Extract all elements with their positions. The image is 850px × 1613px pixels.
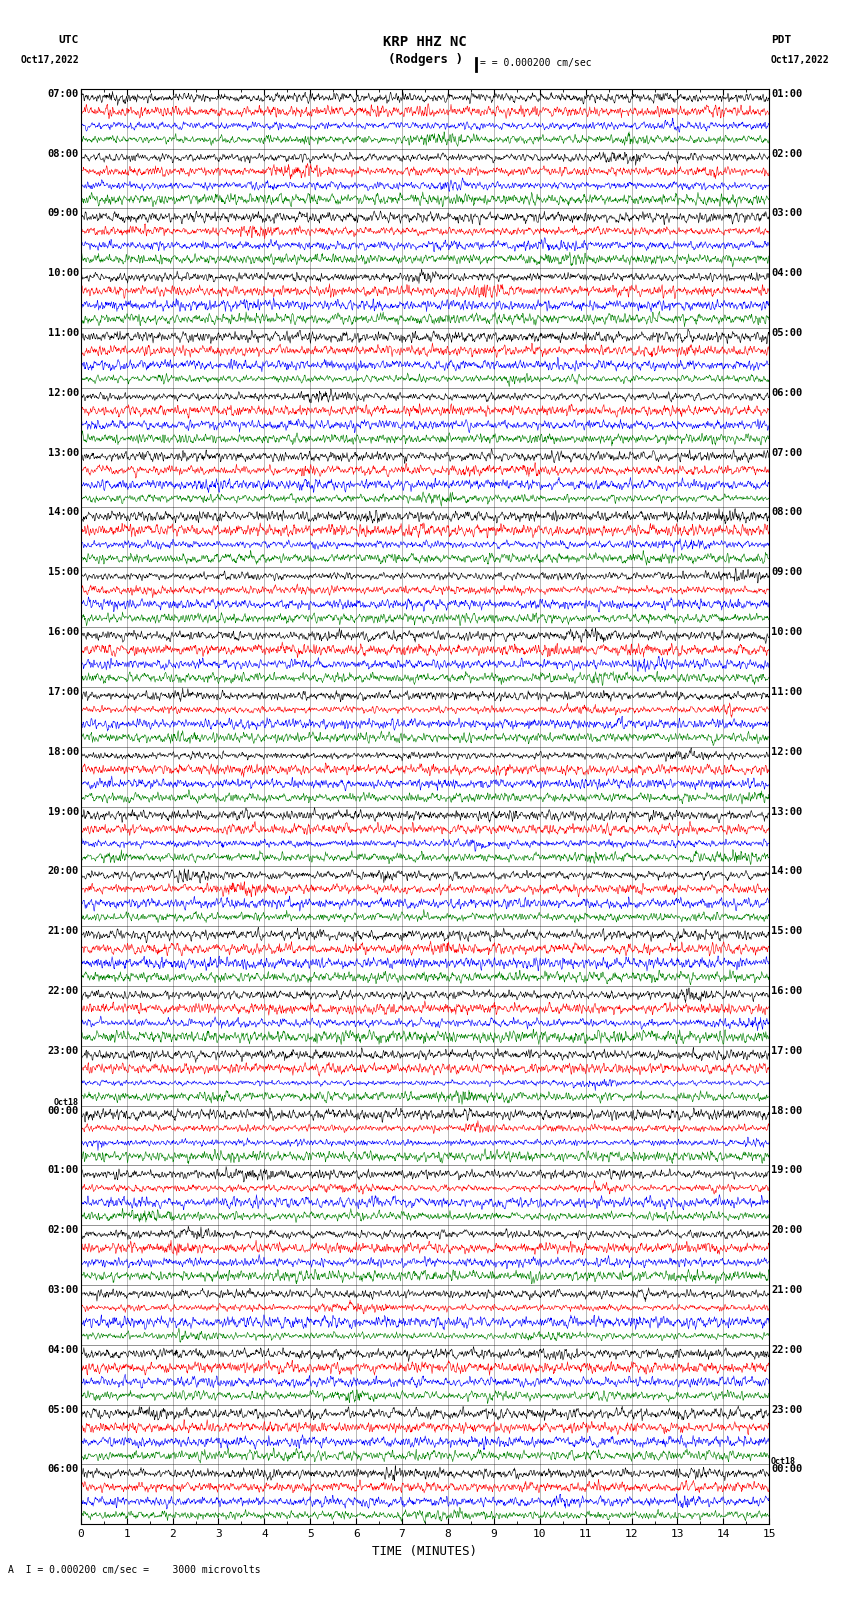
Text: 09:00: 09:00 (48, 208, 79, 218)
Text: 02:00: 02:00 (771, 148, 802, 158)
Text: 18:00: 18:00 (48, 747, 79, 756)
Text: 05:00: 05:00 (48, 1405, 79, 1415)
Text: 12:00: 12:00 (48, 387, 79, 398)
Text: (Rodgers ): (Rodgers ) (388, 53, 462, 66)
Text: 21:00: 21:00 (48, 926, 79, 936)
Text: 04:00: 04:00 (771, 268, 802, 277)
Text: 23:00: 23:00 (48, 1045, 79, 1057)
Text: 11:00: 11:00 (48, 327, 79, 339)
Text: KRP HHZ NC: KRP HHZ NC (383, 35, 467, 50)
Text: 10:00: 10:00 (771, 627, 802, 637)
Text: 01:00: 01:00 (48, 1165, 79, 1176)
Text: 22:00: 22:00 (771, 1345, 802, 1355)
Text: 02:00: 02:00 (48, 1226, 79, 1236)
Text: Oct18: Oct18 (54, 1098, 79, 1107)
Text: 13:00: 13:00 (48, 447, 79, 458)
Text: 07:00: 07:00 (771, 447, 802, 458)
Text: 01:00: 01:00 (771, 89, 802, 98)
Text: 20:00: 20:00 (48, 866, 79, 876)
Text: Oct18: Oct18 (771, 1457, 796, 1466)
Text: 11:00: 11:00 (771, 687, 802, 697)
Text: Oct17,2022: Oct17,2022 (20, 55, 79, 65)
Text: 17:00: 17:00 (48, 687, 79, 697)
Text: 20:00: 20:00 (771, 1226, 802, 1236)
Text: 06:00: 06:00 (48, 1465, 79, 1474)
Text: 03:00: 03:00 (771, 208, 802, 218)
Text: 19:00: 19:00 (771, 1165, 802, 1176)
Text: 10:00: 10:00 (48, 268, 79, 277)
Text: PDT: PDT (771, 35, 791, 45)
Text: 16:00: 16:00 (48, 627, 79, 637)
X-axis label: TIME (MINUTES): TIME (MINUTES) (372, 1545, 478, 1558)
Text: 15:00: 15:00 (771, 926, 802, 936)
Text: A  I = 0.000200 cm/sec =    3000 microvolts: A I = 0.000200 cm/sec = 3000 microvolts (8, 1565, 261, 1574)
Text: 04:00: 04:00 (48, 1345, 79, 1355)
Text: 08:00: 08:00 (48, 148, 79, 158)
Text: = = 0.000200 cm/sec: = = 0.000200 cm/sec (480, 58, 592, 68)
Text: 15:00: 15:00 (48, 568, 79, 577)
Text: 16:00: 16:00 (771, 986, 802, 995)
Text: 14:00: 14:00 (48, 508, 79, 518)
Text: 00:00: 00:00 (48, 1105, 79, 1116)
Text: Oct17,2022: Oct17,2022 (771, 55, 830, 65)
Text: 06:00: 06:00 (771, 387, 802, 398)
Text: 19:00: 19:00 (48, 806, 79, 816)
Text: 00:00: 00:00 (771, 1465, 802, 1474)
Text: 21:00: 21:00 (771, 1286, 802, 1295)
Text: 07:00: 07:00 (48, 89, 79, 98)
Text: UTC: UTC (59, 35, 79, 45)
Text: 08:00: 08:00 (771, 508, 802, 518)
Text: 14:00: 14:00 (771, 866, 802, 876)
Text: 22:00: 22:00 (48, 986, 79, 995)
Text: 23:00: 23:00 (771, 1405, 802, 1415)
Text: 05:00: 05:00 (771, 327, 802, 339)
Text: 03:00: 03:00 (48, 1286, 79, 1295)
Text: 18:00: 18:00 (771, 1105, 802, 1116)
Text: 13:00: 13:00 (771, 806, 802, 816)
Text: 12:00: 12:00 (771, 747, 802, 756)
Text: 17:00: 17:00 (771, 1045, 802, 1057)
Text: 09:00: 09:00 (771, 568, 802, 577)
